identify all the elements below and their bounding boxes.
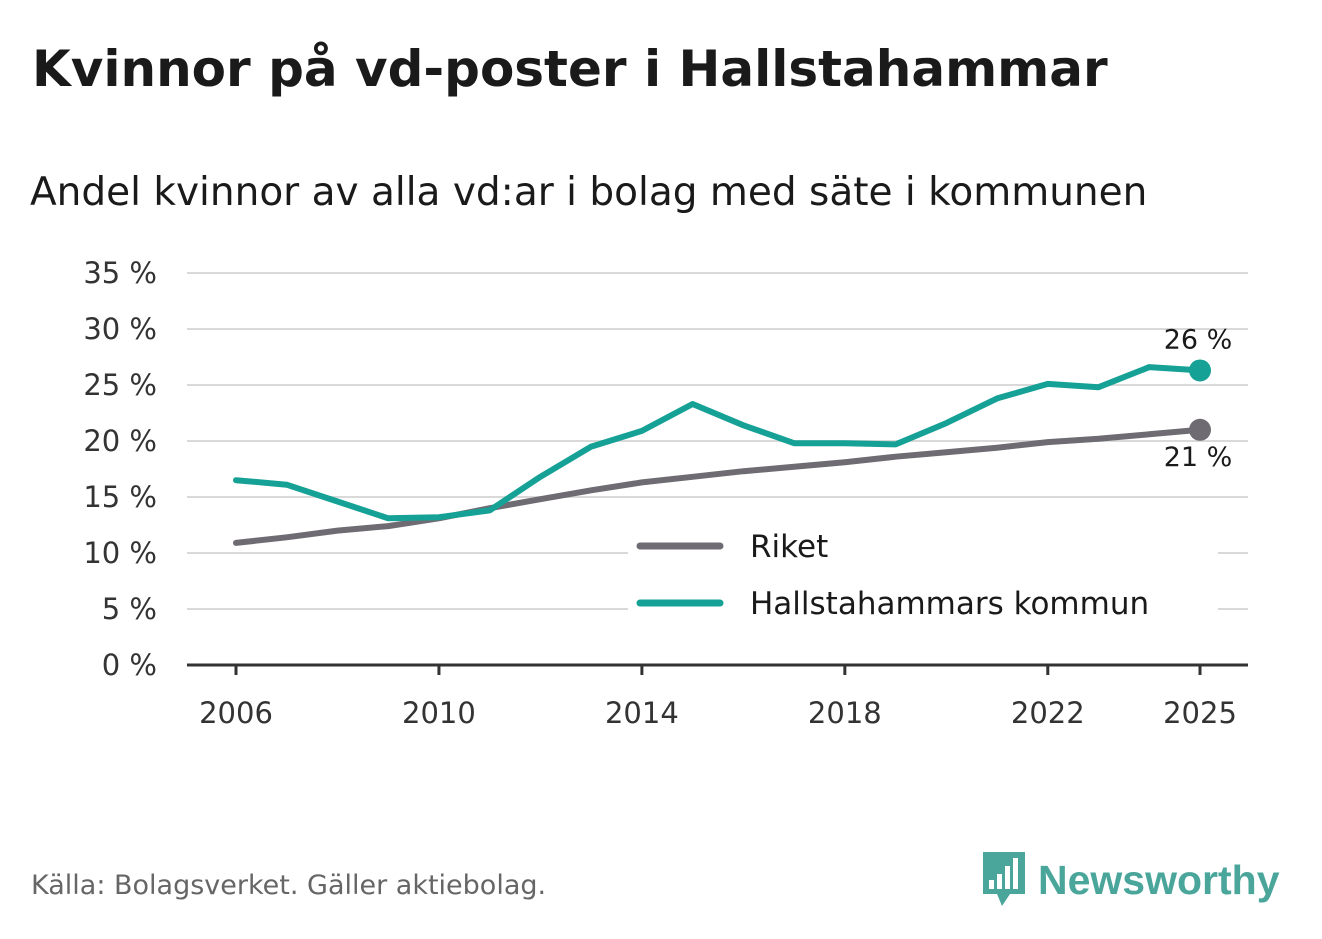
x-axis-ticks: 2006 2010 2014 2018 2022 2025 bbox=[199, 665, 1237, 730]
source-note: Källa: Bolagsverket. Gäller aktiebolag. bbox=[31, 870, 547, 901]
x-tick-label: 2018 bbox=[808, 696, 882, 730]
series-endpoints: 21 % 26 % bbox=[1164, 324, 1233, 472]
legend: Riket Hallstahammars kommun bbox=[636, 529, 1149, 622]
end-label-1: 26 % bbox=[1164, 324, 1233, 355]
bar-chart-speech-bubble-icon bbox=[983, 852, 1025, 906]
x-tick-label: 2010 bbox=[402, 696, 476, 730]
y-tick-label: 30 % bbox=[83, 312, 157, 346]
newsworthy-logo: Newsworthy bbox=[980, 850, 1280, 910]
legend-box bbox=[628, 516, 1218, 636]
y-tick-label: 20 % bbox=[83, 424, 157, 458]
y-tick-label: 15 % bbox=[83, 480, 157, 514]
y-tick-label: 35 % bbox=[83, 256, 157, 290]
legend-label-0: Riket bbox=[750, 529, 828, 565]
chart-subtitle: Andel kvinnor av alla vd:ar i bolag med … bbox=[30, 170, 1148, 215]
series-line-0 bbox=[233, 426, 1203, 546]
x-tick-label: 2022 bbox=[1011, 696, 1085, 730]
y-tick-label: 0 % bbox=[102, 648, 157, 682]
x-tick-label: 2025 bbox=[1163, 696, 1237, 730]
y-tick-label: 5 % bbox=[102, 592, 157, 626]
x-tick-label: 2006 bbox=[199, 696, 273, 730]
y-tick-label: 10 % bbox=[83, 536, 157, 570]
series-line-1 bbox=[233, 364, 1203, 522]
legend-background bbox=[628, 516, 1218, 636]
end-point-0 bbox=[1189, 418, 1211, 441]
y-tick-label: 25 % bbox=[83, 368, 157, 402]
brand-name: Newsworthy bbox=[1038, 856, 1280, 903]
series-lines bbox=[233, 364, 1203, 546]
x-tick-label: 2014 bbox=[605, 696, 679, 730]
chart-title: Kvinnor på vd-poster i Hallstahammar bbox=[32, 40, 1108, 98]
legend-label-1: Hallstahammars kommun bbox=[750, 586, 1149, 622]
end-label-0: 21 % bbox=[1164, 442, 1233, 473]
y-axis-ticks: 0 % 5 % 10 % 15 % 20 % 25 % 30 % 35 % bbox=[83, 256, 157, 682]
end-point-1 bbox=[1189, 359, 1211, 382]
